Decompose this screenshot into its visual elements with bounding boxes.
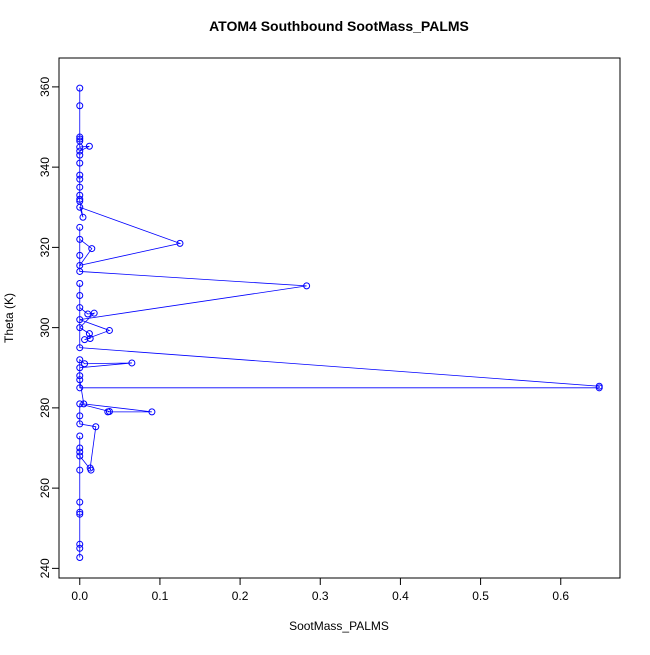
x-tick-label: 0.6 [552, 589, 569, 603]
data-point [76, 544, 84, 552]
data-point [87, 466, 95, 474]
x-tick-label: 0.0 [71, 589, 88, 603]
data-point [76, 304, 84, 312]
data-point [76, 223, 84, 231]
data-point [76, 376, 84, 384]
data-point [76, 183, 84, 191]
data-point [76, 324, 84, 332]
data-point [76, 432, 84, 440]
data-point [92, 423, 100, 431]
data-point [76, 510, 84, 518]
x-tick-label: 0.5 [472, 589, 489, 603]
data-point [148, 408, 156, 416]
data-point [76, 195, 84, 203]
data-point [76, 175, 84, 183]
data-point [76, 267, 84, 275]
data-point [76, 84, 84, 92]
y-tick-label: 340 [38, 157, 52, 177]
data-point [76, 356, 84, 364]
data-point [90, 309, 98, 317]
data-point [76, 554, 84, 562]
x-tick-label: 0.2 [232, 589, 249, 603]
data-point [105, 326, 113, 334]
data-point [76, 448, 84, 456]
y-tick-label: 260 [38, 478, 52, 498]
data-point [76, 135, 84, 143]
data-point [76, 498, 84, 506]
y-axis-label: Theta (K) [2, 293, 16, 343]
data-point [76, 316, 84, 324]
data-point [76, 143, 84, 151]
data-point [76, 364, 84, 372]
data-point [76, 251, 84, 259]
data-point [76, 102, 84, 110]
data-point [76, 466, 84, 474]
data-point [76, 279, 84, 287]
data-point [76, 151, 84, 159]
data-line [78, 88, 600, 558]
y-tick-label: 240 [38, 558, 52, 578]
data-point [76, 444, 84, 452]
data-point [88, 245, 96, 253]
plot-frame [58, 57, 621, 579]
data-point [76, 400, 84, 408]
x-axis-label: SootMass_PALMS [289, 619, 389, 633]
data-point [76, 133, 84, 141]
data-point [128, 359, 136, 367]
data-point [76, 420, 84, 428]
data-point [76, 384, 84, 392]
data-point [176, 239, 184, 247]
data-point [76, 292, 84, 300]
data-point [76, 452, 84, 460]
data-point [79, 213, 87, 221]
y-tick-label: 300 [38, 317, 52, 337]
data-point [76, 508, 84, 516]
y-tick-label: 360 [38, 77, 52, 97]
data-point [76, 235, 84, 243]
data-point [105, 407, 113, 415]
data-point [85, 330, 93, 338]
data-point [76, 344, 84, 352]
y-tick-label: 280 [38, 398, 52, 418]
data-point [85, 142, 93, 150]
data-point [76, 171, 84, 179]
data-point [76, 372, 84, 380]
data-point [84, 310, 92, 318]
data-point [303, 282, 311, 290]
y-tick-label: 320 [38, 237, 52, 257]
x-tick-label: 0.4 [392, 589, 409, 603]
data-point [76, 540, 84, 548]
data-point [76, 147, 84, 155]
x-tick-label: 0.3 [312, 589, 329, 603]
data-point [86, 334, 94, 342]
x-tick-label: 0.1 [152, 589, 169, 603]
data-point [76, 412, 84, 420]
data-point [595, 384, 603, 392]
data-point [76, 159, 84, 167]
chart-title: ATOM4 Southbound SootMass_PALMS [209, 18, 469, 34]
data-point [80, 400, 88, 408]
data-point [81, 360, 89, 368]
data-point [76, 203, 84, 211]
